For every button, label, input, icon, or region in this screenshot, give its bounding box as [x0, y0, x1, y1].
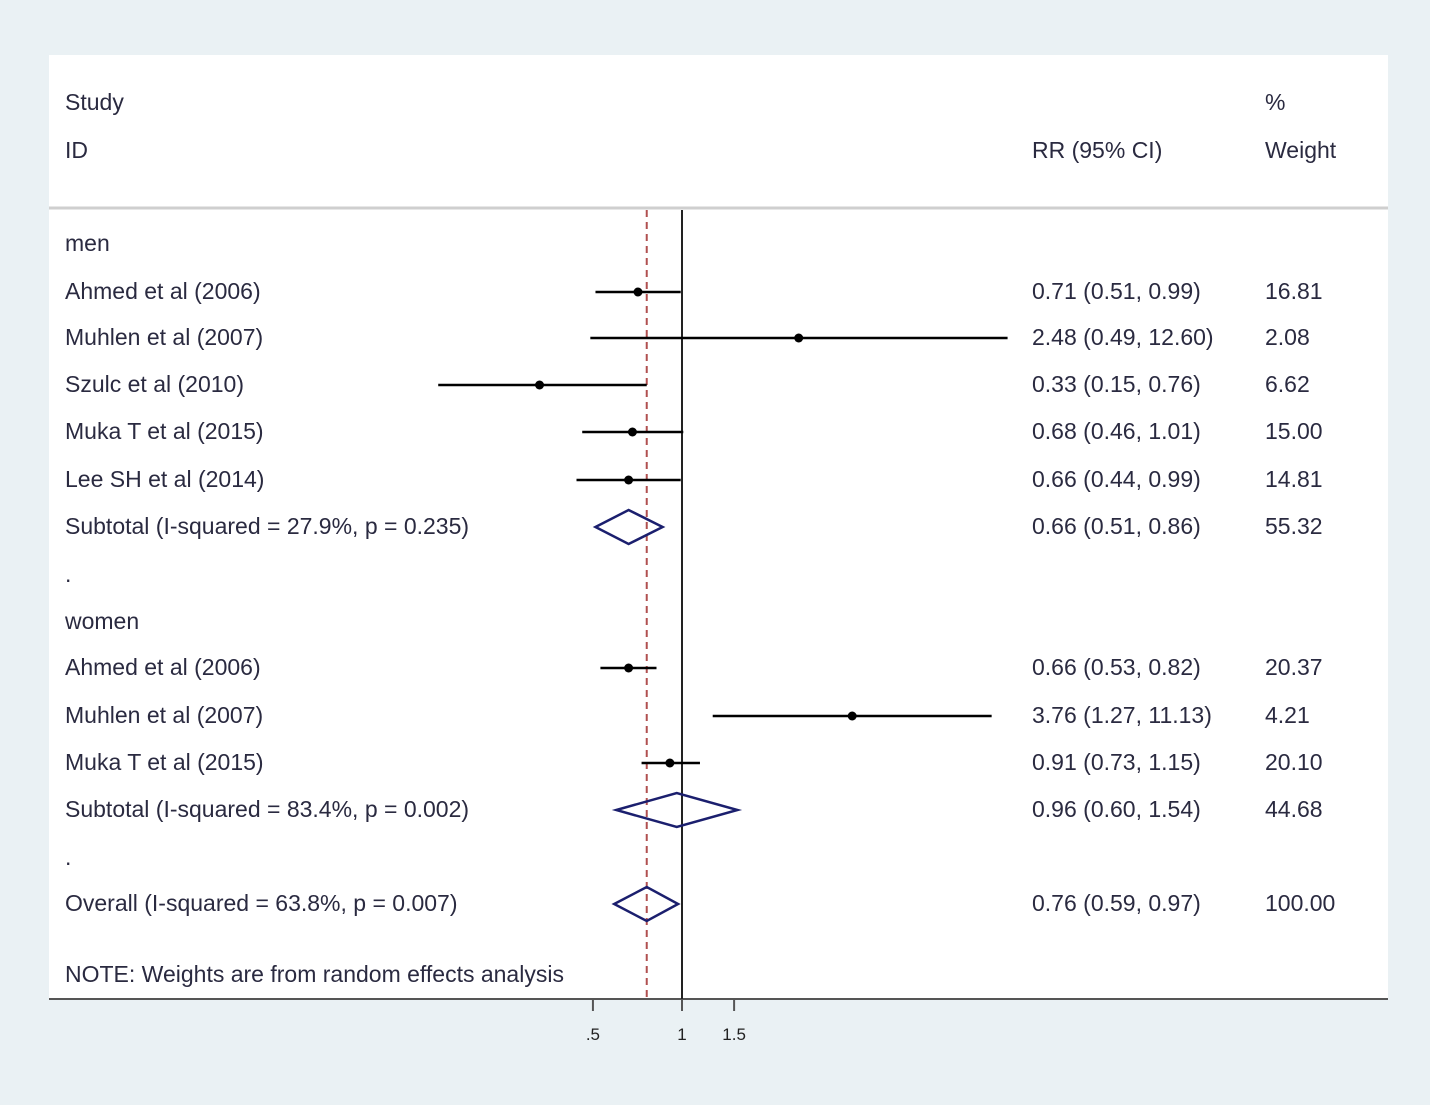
rr-ci-value: 3.76 (1.27, 11.13) — [1032, 702, 1212, 728]
spacer-dot: . — [65, 561, 72, 587]
footnote: NOTE: Weights are from random effects an… — [65, 961, 564, 987]
point-estimate — [535, 380, 545, 390]
header-weight: Weight — [1265, 137, 1337, 163]
study-label: Muhlen et al (2007) — [65, 324, 264, 350]
weight-value: 100.00 — [1265, 890, 1336, 916]
weight-value: 15.00 — [1265, 418, 1323, 444]
weight-value: 4.21 — [1265, 702, 1310, 728]
subtotal-label: Subtotal (I-squared = 83.4%, p = 0.002) — [65, 796, 470, 822]
study-label: Muka T et al (2015) — [65, 749, 264, 775]
subtotal-label: Subtotal (I-squared = 27.9%, p = 0.235) — [65, 513, 470, 539]
x-tick-label: 1 — [677, 1025, 687, 1044]
point-estimate — [633, 287, 643, 297]
point-estimate — [847, 711, 857, 721]
study-label: Ahmed et al (2006) — [65, 278, 261, 304]
header-percent: % — [1265, 89, 1286, 115]
weight-value: 16.81 — [1265, 278, 1323, 304]
rr-ci-value: 0.66 (0.53, 0.82) — [1032, 654, 1201, 680]
rr-ci-value: 0.71 (0.51, 0.99) — [1032, 278, 1201, 304]
x-tick-label: .5 — [585, 1025, 601, 1044]
rr-ci-value: 0.68 (0.46, 1.01) — [1032, 418, 1201, 444]
forest-marks — [438, 287, 1008, 923]
weight-value: 2.08 — [1265, 324, 1310, 350]
weight-value: 44.68 — [1265, 796, 1323, 822]
subtotal-diamond — [592, 508, 666, 546]
point-estimate — [627, 427, 637, 437]
point-estimate — [665, 758, 675, 768]
weight-value: 14.81 — [1265, 466, 1323, 492]
header-rr-ci: RR (95% CI) — [1032, 137, 1163, 163]
x-tick-label: 1.5 — [722, 1025, 746, 1044]
spacer-dot: . — [65, 844, 72, 870]
weight-value: 20.37 — [1265, 654, 1323, 680]
weight-value: 20.10 — [1265, 749, 1323, 775]
rr-ci-value: 0.66 (0.51, 0.86) — [1032, 513, 1201, 539]
study-label: Muhlen et al (2007) — [65, 702, 264, 728]
study-label: Szulc et al (2010) — [65, 371, 244, 397]
subtotal-diamond — [611, 791, 743, 829]
rr-ci-value: 0.96 (0.60, 1.54) — [1032, 796, 1201, 822]
point-estimate — [624, 475, 634, 485]
rr-ci-value: 2.48 (0.49, 12.60) — [1032, 324, 1214, 350]
study-label: Lee SH et al (2014) — [65, 466, 265, 492]
study-label: Muka T et al (2015) — [65, 418, 264, 444]
header-id: ID — [65, 137, 88, 163]
weight-value: 55.32 — [1265, 513, 1323, 539]
group-label: women — [65, 608, 140, 634]
rr-ci-value: 0.91 (0.73, 1.15) — [1032, 749, 1201, 775]
rr-ci-value: 0.76 (0.59, 0.97) — [1032, 890, 1201, 916]
point-estimate — [624, 663, 634, 673]
header-study: Study — [65, 89, 124, 115]
study-label: Ahmed et al (2006) — [65, 654, 261, 680]
plot-panel — [49, 55, 1388, 999]
overall-diamond — [611, 885, 681, 923]
rr-ci-value: 0.66 (0.44, 0.99) — [1032, 466, 1201, 492]
group-label: men — [65, 230, 110, 256]
x-axis-ticks — [591, 999, 736, 1011]
overall-label: Overall (I-squared = 63.8%, p = 0.007) — [65, 890, 458, 916]
point-estimate — [794, 333, 804, 343]
rr-ci-value: 0.33 (0.15, 0.76) — [1032, 371, 1201, 397]
weight-value: 6.62 — [1265, 371, 1310, 397]
